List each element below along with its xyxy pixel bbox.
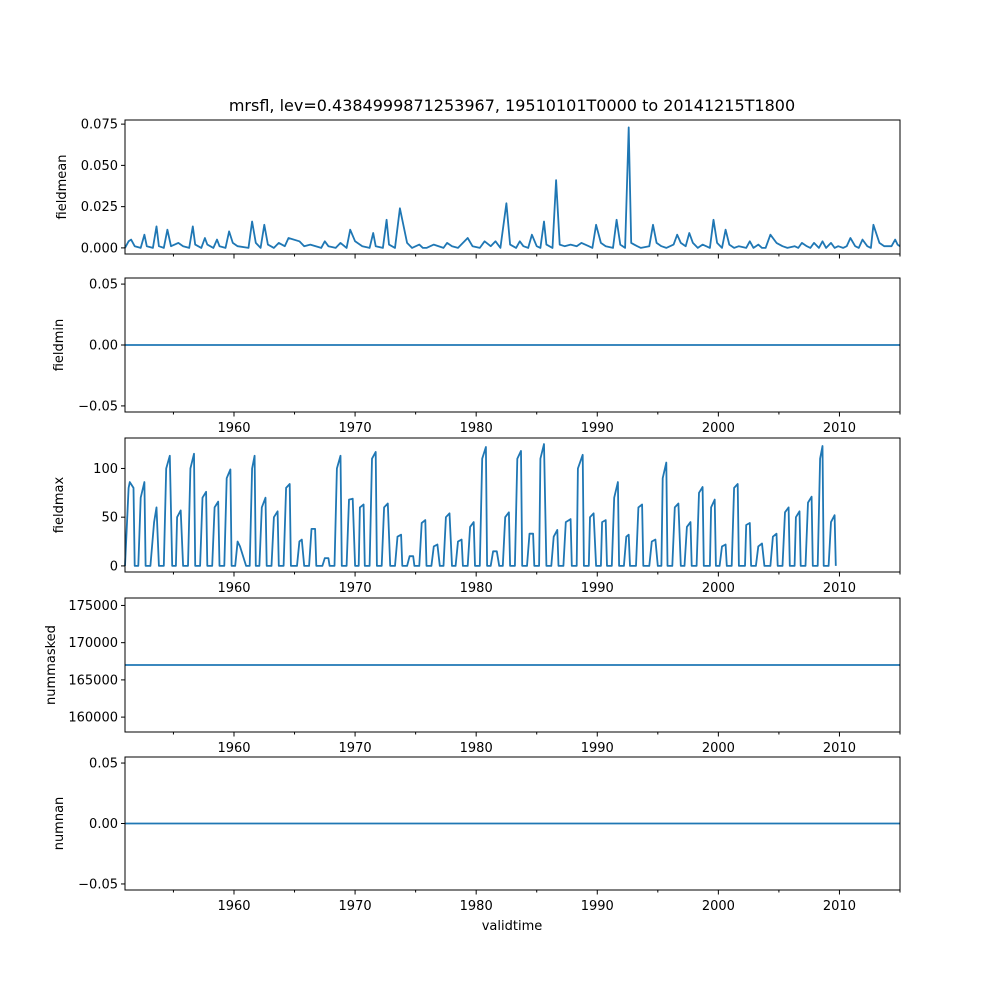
nummasked-x-tick-label: 2000 [702,741,735,756]
panel-fieldmin: −0.05 0.00 0.05 fieldmin 1960 1970 1980 1990 200… [52,277,901,436]
nummasked-x-tick-label: 1990 [581,741,614,756]
nummasked-y-tick-label: 165000 [68,673,118,688]
fieldmax-x-tick-label: 1960 [217,581,250,596]
nummasked-x-tick-label: 1970 [339,741,372,756]
nummasked-x-tick-label: 2010 [823,741,856,756]
fieldmax-x-tick-label: 1990 [581,581,614,596]
fieldmin-x-tick-label: 1990 [581,421,614,436]
numnan-y-axis-label: numnan [52,797,67,851]
fieldmax-x-tick-label: 1980 [460,581,493,596]
nummasked-x-tick-label: 1960 [217,741,250,756]
fieldmax-x-tick-label: 2010 [823,581,856,596]
fieldmax-series-line [124,443,837,567]
fieldmax-x-tick-label: 2000 [702,581,735,596]
nummasked-y-axis-label: nummasked [44,625,59,705]
panel-numnan: −0.05 0.00 0.05 numnan 1960 1970 1980 1990 2000 2… [52,756,901,914]
fieldmax-y-tick-label: 50 [101,511,118,526]
fieldmin-x-tick-label: 2000 [702,421,735,436]
fieldmean-y-tick-label: 0.075 [81,118,118,133]
fieldmax-y-axis-label: fieldmax [52,477,67,534]
fieldmean-axes-frame [124,119,901,255]
fieldmin-x-tick-label: 2010 [823,421,856,436]
numnan-x-tick-label: 1980 [460,899,493,914]
fieldmin-y-tick-label: −0.05 [78,399,118,414]
fieldmax-y-tick-label: 0 [110,559,118,574]
nummasked-axes-frame [124,597,901,733]
numnan-y-tick-label: 0.00 [89,817,118,832]
fieldmax-axes-frame [124,437,901,573]
fieldmin-y-tick-label: 0.00 [89,339,118,354]
fieldmean-series-line [124,126,901,249]
fieldmax-x-tick-label: 1970 [339,581,372,596]
nummasked-y-tick-label: 175000 [68,599,118,614]
panel-nummasked: 160000 165000 170000 175000 nummasked 1960 197… [44,597,901,756]
fieldmin-x-tick-label: 1960 [217,421,250,436]
fieldmean-y-tick-label: 0.050 [81,159,118,174]
numnan-x-tick-label: 1960 [217,899,250,914]
numnan-x-tick-label: 2010 [823,899,856,914]
panel-fieldmax: 0 50 100 fieldmax 1960 1970 1980 1990 2000 2010 [52,437,901,596]
fieldmax-y-tick-label: 100 [93,462,118,477]
nummasked-y-tick-label: 170000 [68,636,118,651]
numnan-x-tick-label: 1990 [581,899,614,914]
x-axis-label: validtime [482,919,543,934]
nummasked-y-tick-label: 160000 [68,711,118,726]
fieldmean-y-axis-label: fieldmean [55,155,70,220]
fieldmin-x-tick-label: 1980 [460,421,493,436]
numnan-y-tick-label: 0.05 [89,757,118,772]
fieldmean-y-tick-label: 0.025 [81,200,118,215]
fieldmin-y-axis-label: fieldmin [52,319,67,372]
fieldmin-x-tick-label: 1970 [339,421,372,436]
chart-title: mrsfl, lev=0.4384999871253967, 19510101T… [229,96,795,115]
numnan-x-tick-label: 2000 [702,899,735,914]
fieldmin-y-tick-label: 0.05 [89,278,118,293]
numnan-y-tick-label: −0.05 [78,877,118,892]
panel-fieldmean: 0.000 0.025 0.050 0.075 fieldmean [55,118,901,259]
numnan-x-tick-label: 1970 [339,899,372,914]
nummasked-x-tick-label: 1980 [460,741,493,756]
fieldmean-y-tick-label: 0.000 [81,241,118,256]
